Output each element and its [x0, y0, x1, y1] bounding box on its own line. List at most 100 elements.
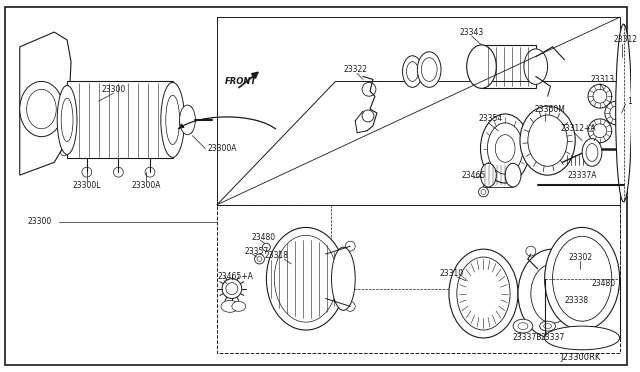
- Text: 23337B: 23337B: [512, 333, 541, 343]
- Circle shape: [145, 167, 155, 177]
- Text: 23300L: 23300L: [72, 180, 101, 189]
- Ellipse shape: [552, 236, 612, 321]
- Text: 23318: 23318: [264, 251, 289, 260]
- Circle shape: [605, 101, 628, 125]
- Text: 23310: 23310: [439, 269, 463, 278]
- Text: 23337: 23337: [541, 333, 565, 343]
- Circle shape: [588, 119, 612, 142]
- Ellipse shape: [417, 52, 441, 87]
- Circle shape: [61, 149, 68, 156]
- Text: 23357: 23357: [244, 247, 269, 256]
- Circle shape: [257, 257, 262, 262]
- Ellipse shape: [545, 326, 620, 350]
- Ellipse shape: [518, 323, 528, 330]
- Circle shape: [346, 241, 355, 251]
- Text: 23465: 23465: [461, 171, 486, 180]
- Text: 23300A: 23300A: [131, 180, 161, 189]
- Text: FRONT: FRONT: [225, 77, 257, 86]
- Ellipse shape: [524, 49, 548, 84]
- Ellipse shape: [582, 139, 602, 166]
- Text: 23302: 23302: [568, 253, 592, 262]
- Ellipse shape: [457, 257, 510, 330]
- Ellipse shape: [266, 227, 346, 330]
- Ellipse shape: [513, 319, 532, 333]
- Ellipse shape: [488, 123, 523, 174]
- Circle shape: [56, 53, 63, 60]
- Ellipse shape: [232, 301, 246, 311]
- Ellipse shape: [421, 58, 437, 81]
- Circle shape: [362, 83, 376, 96]
- Ellipse shape: [180, 105, 195, 135]
- Ellipse shape: [616, 24, 632, 202]
- Text: 23343: 23343: [460, 28, 484, 36]
- Circle shape: [113, 167, 124, 177]
- Bar: [483, 163, 513, 187]
- Text: 23465+A: 23465+A: [217, 272, 253, 281]
- Circle shape: [255, 254, 264, 264]
- Circle shape: [593, 89, 607, 103]
- Ellipse shape: [161, 83, 184, 157]
- Text: 23300: 23300: [101, 85, 125, 94]
- Circle shape: [582, 292, 592, 301]
- Text: 23300A: 23300A: [207, 144, 237, 153]
- Ellipse shape: [27, 89, 56, 129]
- Ellipse shape: [528, 115, 567, 166]
- Ellipse shape: [403, 56, 422, 87]
- Polygon shape: [67, 81, 173, 158]
- Ellipse shape: [166, 95, 180, 145]
- Circle shape: [479, 187, 488, 197]
- Ellipse shape: [531, 264, 574, 323]
- Circle shape: [362, 110, 374, 122]
- Ellipse shape: [586, 144, 598, 161]
- Ellipse shape: [505, 163, 521, 187]
- Text: 23313: 23313: [590, 75, 614, 84]
- Ellipse shape: [406, 62, 419, 81]
- Text: 23354: 23354: [479, 115, 503, 124]
- Text: 23480: 23480: [252, 233, 276, 242]
- Circle shape: [481, 189, 486, 195]
- Ellipse shape: [221, 301, 239, 312]
- Ellipse shape: [481, 163, 496, 187]
- Ellipse shape: [520, 106, 575, 175]
- Ellipse shape: [540, 321, 556, 331]
- Circle shape: [186, 106, 193, 112]
- Circle shape: [186, 128, 193, 134]
- Text: 23300: 23300: [28, 217, 52, 226]
- Circle shape: [593, 124, 607, 138]
- Circle shape: [526, 246, 536, 256]
- Ellipse shape: [495, 135, 515, 162]
- Circle shape: [545, 276, 561, 292]
- Ellipse shape: [57, 85, 77, 154]
- Text: 23322: 23322: [343, 65, 367, 74]
- Text: 23480: 23480: [592, 279, 616, 288]
- Circle shape: [28, 46, 35, 54]
- Text: 23338: 23338: [564, 296, 589, 305]
- Circle shape: [346, 301, 355, 311]
- Ellipse shape: [543, 324, 552, 328]
- Ellipse shape: [481, 114, 530, 183]
- Bar: [481, 45, 536, 88]
- Text: 23312: 23312: [614, 35, 637, 45]
- Circle shape: [620, 181, 627, 189]
- Circle shape: [572, 328, 592, 348]
- Text: 23312+A: 23312+A: [561, 124, 596, 133]
- Circle shape: [82, 167, 92, 177]
- Circle shape: [610, 106, 623, 120]
- Polygon shape: [20, 32, 71, 175]
- Circle shape: [262, 243, 270, 251]
- Text: 1: 1: [627, 97, 632, 106]
- Text: 23360M: 23360M: [535, 105, 566, 113]
- Ellipse shape: [449, 249, 518, 338]
- Circle shape: [577, 333, 587, 343]
- Ellipse shape: [61, 98, 73, 142]
- Ellipse shape: [545, 227, 620, 330]
- Circle shape: [226, 283, 238, 295]
- Text: 23337A: 23337A: [567, 171, 597, 180]
- Circle shape: [588, 84, 612, 108]
- Text: J23300RK: J23300RK: [561, 353, 601, 362]
- Ellipse shape: [275, 235, 337, 322]
- Ellipse shape: [20, 81, 63, 137]
- Ellipse shape: [518, 249, 587, 338]
- Ellipse shape: [332, 247, 355, 310]
- Circle shape: [222, 279, 242, 298]
